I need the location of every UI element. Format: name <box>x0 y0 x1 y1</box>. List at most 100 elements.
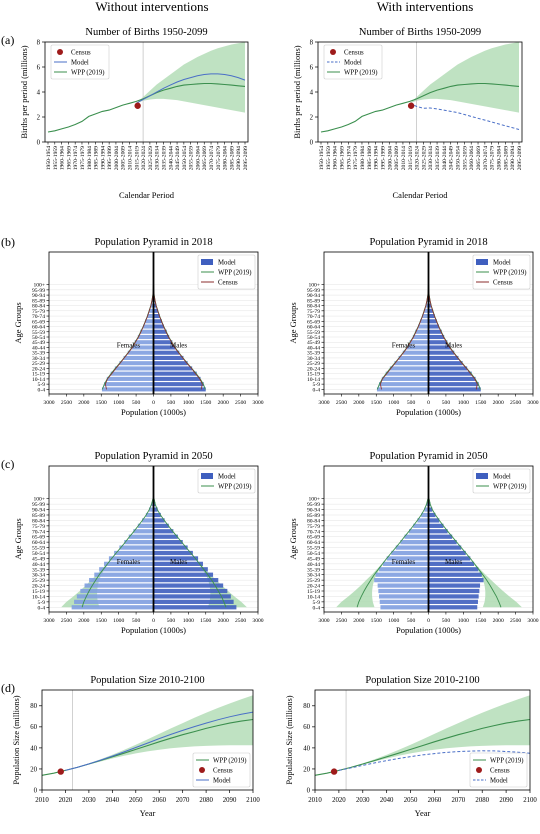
pyramid-2018-without-ytick-label-30-34: 30-34 <box>32 356 45 362</box>
births-with-series-wpp-line <box>320 82 520 133</box>
pyramid-2050-without-bar-male-55-59 <box>153 545 188 550</box>
births-with-xtick-label-8: 1990-1994 <box>374 146 380 170</box>
births-with-xtick-label-27: 2085-2089 <box>503 146 509 170</box>
pyramid-2050-without-bar-male-75-79 <box>153 523 169 528</box>
pyramid-2018-without-xtick-label-9: 1500 <box>200 400 211 406</box>
pyramid-2050-with-bar-female-50-54 <box>391 550 429 556</box>
births-without-xtick-label-17: 2035-2039 <box>161 146 167 170</box>
births-with-series-model-line <box>409 102 520 130</box>
pyramid-2050-without-bar-female-70-74 <box>133 529 154 534</box>
births-with-xtick-label-10: 2000-2004 <box>387 146 393 170</box>
births-without-ytick-label-2: 2 <box>37 114 41 121</box>
size-without-legend-box <box>192 752 251 788</box>
pyramid-2018-without-ytick-label-40-44: 40-44 <box>32 345 45 351</box>
births-without-xtick-label-27: 2085-2089 <box>229 146 235 170</box>
pyramid-2018-with-ytick-label-75-79: 75-79 <box>307 309 320 315</box>
pyramid-2050-without-bar-male-50-54 <box>153 550 193 556</box>
pyramid-2050-without-bar-female-75-79 <box>137 523 154 528</box>
pyramid-2018-without-census-males-line <box>153 284 203 390</box>
size-without-census-point <box>57 768 64 775</box>
pyramid-2050-without-bar-female-55-59 <box>119 545 154 550</box>
births-without-xtick-label-26: 2080-2084 <box>223 146 229 170</box>
pyramid-2018-with-census-females-line <box>379 284 429 390</box>
births-without-title: Number of Births 1950-2099 <box>85 27 207 38</box>
pyramid-2018-with-xlabel: Population (1000s) <box>396 407 461 417</box>
pyramid-2018-with-xtick-label-3: 1500 <box>371 400 382 406</box>
pyramid-2050-without-bar-female-50-54 <box>114 550 154 556</box>
pyramid-2050-without-ytick-label-90-94: 90-94 <box>32 508 45 514</box>
pyramid-2018-without-ytick-label-50-54: 50-54 <box>32 335 45 341</box>
births-with-xtick-label-6: 1980-1984 <box>360 146 366 170</box>
pyramid-2050-without-bar-female-90-94 <box>148 507 154 512</box>
pyramid-2018-without-bar-male-5-9 <box>153 382 204 387</box>
births-without-legend-census-label: Census <box>71 49 91 56</box>
pyramid-2018-with-ytick-label-50-54: 50-54 <box>307 335 320 341</box>
births-with-xtick-label-26: 2080-2084 <box>497 146 503 170</box>
pyramid-2050-without-bar-female-45-49 <box>108 556 154 561</box>
pyramid-2050-without-ytick-label-20-24: 20-24 <box>32 584 45 590</box>
births-with-xtick-label-11: 2005-2009 <box>394 146 400 170</box>
size-with-census-point <box>330 768 338 775</box>
births-without-xtick-label-5: 1975-1979 <box>80 146 86 170</box>
births-without-xtick-label-6: 1980-1984 <box>87 146 93 170</box>
pyramid-2018-without-bar-female-40-44 <box>131 345 154 350</box>
births-without-ylabel: Births per period (millions) <box>19 45 29 138</box>
size-without-ytick-label-80: 80 <box>30 703 37 710</box>
pyramid-2050-without-bar-male-25-29 <box>153 578 219 583</box>
pyramid-2018-without-ytick-label-80-84: 80-84 <box>32 304 45 310</box>
pyramid-2050-with-xtick-label-5: 500 <box>407 618 416 624</box>
pyramid-2018-with-census-males-line <box>428 284 478 390</box>
pyramid-2018-without-xtick-label-2: 2000 <box>78 400 89 406</box>
births-with-xtick-label-17: 2035-2039 <box>435 146 441 170</box>
pyramid-2018-with-ytick-label-55-59: 55-59 <box>307 330 320 336</box>
pyramid-2050-without-bar-male-85-89 <box>153 512 161 518</box>
births-without-legend-model-label: Model <box>71 59 89 66</box>
pyramid-2050-without-xtick-label-6: 0 <box>152 618 155 624</box>
pyramid-2050-with-xtick-label-6: 0 <box>427 618 430 624</box>
births-without-xtick-label-16: 2030-2034 <box>155 146 161 170</box>
births-without-xtick-label-21: 2055-2059 <box>189 146 195 170</box>
pyramid-2050-without-ytick-label-25-29: 25-29 <box>32 578 45 584</box>
births-with-xtick-label-23: 2065-2069 <box>476 146 482 170</box>
pyramid-2050-without-ylabel: Age Groups <box>13 518 23 559</box>
pyramid-2050-with-bar-female-95-99 <box>426 502 429 507</box>
births-with-legend-census-marker <box>330 49 336 55</box>
pyramid-2050-with-bar-female-40-44 <box>382 561 429 566</box>
births-without-xtick-label-12: 2010-2014 <box>128 146 134 170</box>
births-without-legend-box <box>50 44 110 80</box>
size-without-ytick-label-40: 40 <box>30 745 37 752</box>
pyramid-2050-with-xlabel: Population (1000s) <box>396 625 461 635</box>
births-without-xtick-label-11: 2005-2009 <box>121 146 127 170</box>
pyramid-2018-without-bar-male-20-24 <box>153 366 193 371</box>
pyramid-2050-with-ytick-label-10-14: 10-14 <box>307 594 320 600</box>
size-without-legend-wpp-label: WPP (2019) <box>213 757 247 764</box>
pyramid-2050-with-ytick-label-40-44: 40-44 <box>307 562 320 568</box>
pyramid-2018-with-bar-female-20-24 <box>389 366 429 371</box>
pyramid-2050-with-bar-male-40-44 <box>428 561 475 566</box>
births-without-legend-census-marker <box>57 49 63 55</box>
births-with-legend-box <box>323 44 383 80</box>
pyramid-2018-without-bar-male-50-54 <box>153 334 170 340</box>
births-with-ytick-label-6: 6 <box>310 64 314 71</box>
size-without-xtick-label-2060: 2060 <box>152 797 166 804</box>
pyramid-2018-without-ytick-label-75-79: 75-79 <box>32 309 45 315</box>
pyramid-2050-without-legend-model-label: Model <box>218 473 236 480</box>
pyramid-2018-without-ytick-label-65-69: 65-69 <box>32 319 45 325</box>
size-with-xtick-label-2080: 2080 <box>475 797 489 804</box>
pyramid-2050-without-bar-male-10-14 <box>153 594 231 599</box>
pyramid-2018-with-bar-male-25-29 <box>428 361 463 366</box>
pyramid-2050-without-ytick-label-60-64: 60-64 <box>32 540 45 546</box>
pyramid-2018-with-bar-female-15-19 <box>385 371 429 376</box>
births-without-xtick-label-2: 1960-1964 <box>60 146 66 170</box>
pyramid-2050-without-ytick-label-5-9: 5-9 <box>38 600 46 606</box>
row-label-b: (b) <box>1 235 15 249</box>
pyramid-2050-with-bar-female-80-84 <box>417 518 429 523</box>
pyramid-2018-with-xtick-label-12: 3000 <box>527 400 538 406</box>
births-with-xtick-label-20: 2050-2054 <box>456 146 462 170</box>
pyramid-2018-without-legend-model-patch <box>201 259 213 265</box>
births-without-xtick-label-10: 2000-2004 <box>114 146 120 170</box>
births-with-xtick-label-21: 2055-2059 <box>462 146 468 170</box>
row-label-a: (a) <box>1 33 14 47</box>
births-without-panel: Number of Births 1950-2099 0 2 4 6 8 1950-1954… <box>19 27 249 200</box>
size-with-ytick-label-0: 0 <box>307 787 311 794</box>
